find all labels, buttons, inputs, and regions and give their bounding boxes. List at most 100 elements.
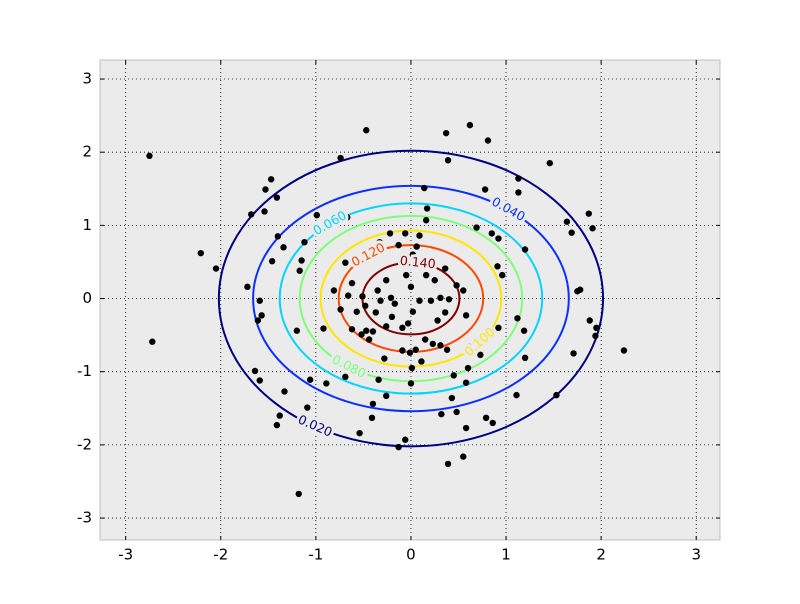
scatter-point (306, 376, 314, 383)
scatter-point (488, 230, 495, 237)
scatter-point (563, 218, 571, 225)
scatter-point (244, 283, 251, 291)
scatter-point (375, 376, 382, 383)
scatter-point (383, 392, 390, 400)
scatter-point (570, 350, 577, 357)
scatter-point (369, 400, 377, 408)
scatter-point (402, 271, 410, 279)
scatter-point (521, 246, 529, 253)
scatter-point (342, 373, 349, 381)
scatter-point (348, 326, 356, 333)
scatter-point (585, 210, 592, 217)
scatter-point (251, 367, 259, 375)
plot-area (100, 60, 720, 540)
scatter-point (407, 283, 415, 291)
scatter-point (427, 297, 435, 304)
scatter-point (402, 230, 409, 237)
scatter-point (376, 238, 383, 246)
scatter-point (372, 309, 379, 316)
scatter-point (553, 391, 560, 399)
scatter-point (301, 238, 308, 246)
scatter-point (337, 306, 344, 313)
scatter-point (484, 137, 492, 144)
scatter-point (330, 287, 338, 294)
scatter-point (254, 317, 262, 324)
scatter-point (495, 235, 502, 242)
scatter-point (367, 248, 375, 255)
scatter-point (441, 309, 449, 316)
scatter-point (348, 279, 356, 287)
scatter-point (442, 129, 450, 137)
scatter-point (445, 296, 453, 303)
scatter-point (453, 282, 460, 289)
x-tick-label: -2 (213, 546, 228, 564)
scatter-point (460, 453, 467, 460)
x-tick-label: 1 (501, 546, 511, 564)
scatter-point (464, 364, 472, 372)
scatter-point (495, 324, 502, 332)
scatter-point (391, 300, 398, 307)
scatter-point (262, 186, 269, 193)
scatter-point (482, 414, 490, 422)
scatter-point (514, 315, 521, 322)
scatter-point (363, 327, 370, 334)
scatter-point (489, 419, 496, 427)
scatter-point (386, 230, 394, 237)
scatter-point (304, 404, 311, 411)
scatter-point (374, 287, 381, 294)
y-tick-label: -2 (77, 435, 92, 453)
scatter-point (387, 294, 395, 302)
scatter-point (261, 208, 268, 215)
scatter-point (383, 323, 390, 330)
x-tick-label: -1 (308, 546, 323, 564)
grid (100, 60, 720, 540)
scatter-point (377, 297, 384, 304)
scatter-point (466, 121, 474, 129)
scatter-point (146, 152, 153, 160)
scatter-point (437, 342, 444, 349)
x-tick-label: 2 (596, 546, 606, 564)
scatter-point (320, 325, 327, 332)
points (146, 121, 628, 498)
scatter-point (416, 297, 423, 304)
scatter-point (422, 271, 430, 279)
x-tick-label: -3 (118, 546, 133, 564)
y-tick-label: 3 (82, 70, 92, 88)
scatter-point (337, 154, 344, 162)
scatter-point (149, 338, 156, 345)
scatter-point (295, 490, 302, 498)
scatter-point (344, 214, 351, 221)
scatter-point (421, 184, 428, 192)
scatter-point (423, 205, 431, 212)
scatter-point (437, 294, 444, 302)
scatter-point (381, 355, 388, 362)
scatter-point (429, 340, 437, 348)
scatter-point (574, 288, 581, 295)
scatter-point (422, 336, 429, 343)
scatter-point (473, 224, 480, 231)
scatter-point (520, 327, 528, 334)
y-tick-label: 1 (82, 216, 92, 234)
scatter-point (494, 263, 501, 270)
scatter-point (593, 324, 600, 332)
x-tick-label: 0 (406, 546, 416, 564)
scatter-point (404, 320, 412, 327)
scatter-point (258, 312, 265, 319)
scatter-point (462, 379, 470, 386)
scatter-point (323, 380, 330, 387)
scatter-point (296, 267, 303, 274)
scatter-point (434, 317, 441, 324)
scatter-point (383, 277, 390, 284)
scatter-point (477, 351, 484, 359)
scatter-point (256, 297, 263, 304)
scatter-point (369, 328, 377, 335)
scatter-point (395, 241, 402, 249)
scatter-point (413, 243, 420, 250)
scatter-point (407, 380, 415, 387)
scatter-point (395, 443, 402, 451)
scatter-point (359, 293, 366, 300)
scatter-point (298, 257, 305, 264)
scatter-point (280, 244, 287, 251)
